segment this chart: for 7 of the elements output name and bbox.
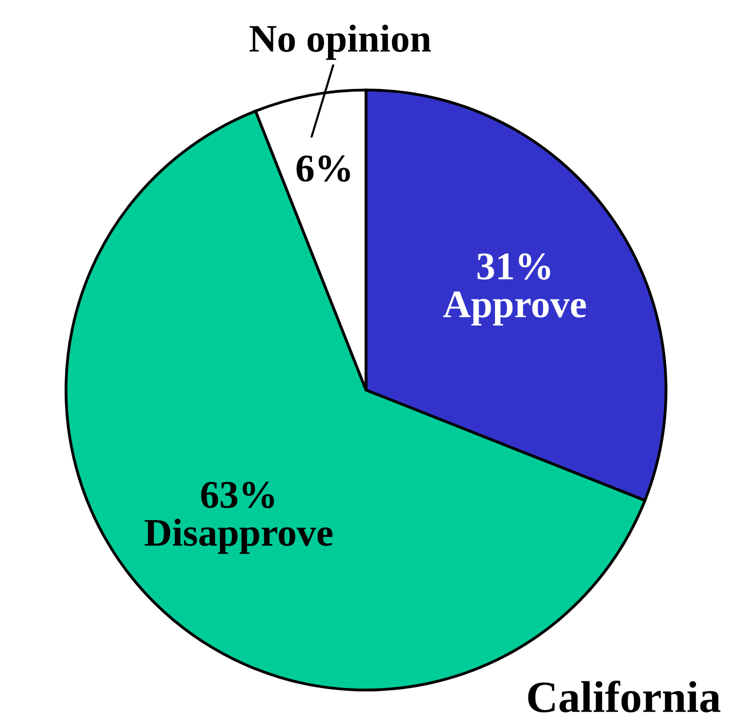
data-label: 6% [296, 155, 350, 182]
data-label: 63% [201, 482, 274, 508]
text: California [528, 680, 720, 712]
slice-label: Disapprove [144, 518, 332, 554]
data-label: 31% [477, 253, 550, 280]
slice-label: No opinion [250, 24, 431, 60]
slice-label: Approve [443, 291, 586, 326]
